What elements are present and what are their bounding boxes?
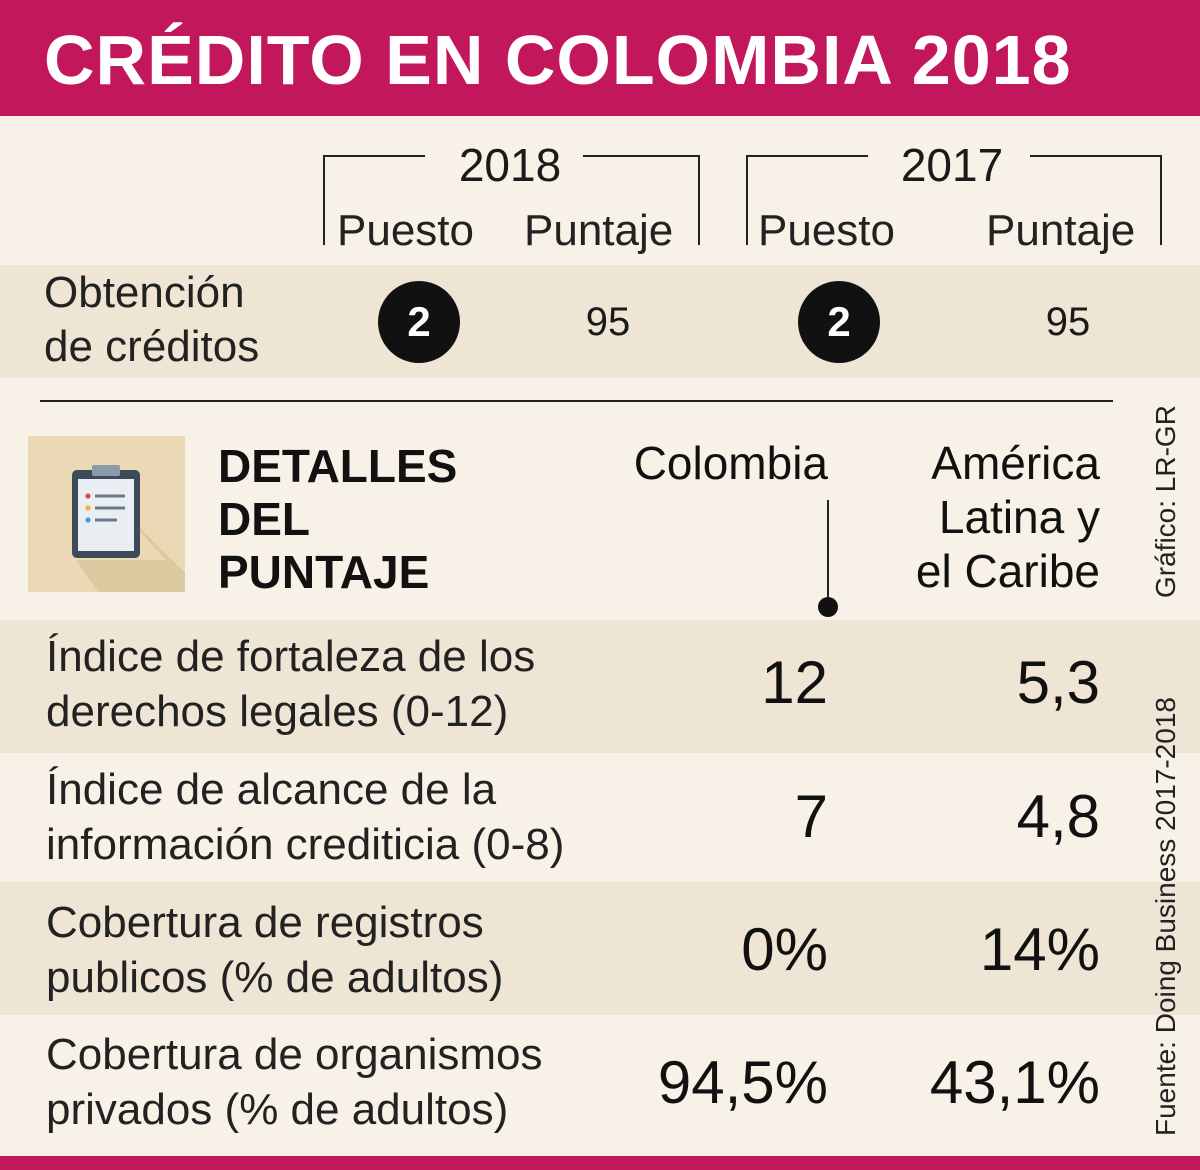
header-2018-puesto: Puesto bbox=[337, 206, 474, 255]
ranking-row-label-2: de créditos bbox=[44, 322, 260, 371]
details-row-1-region: 5,3 bbox=[1016, 649, 1100, 716]
details-row-2-region: 4,8 bbox=[1016, 783, 1100, 850]
bracket-2018 bbox=[323, 155, 700, 245]
column-header-colombia: Colombia bbox=[633, 437, 828, 489]
column-header-region-1: América bbox=[931, 437, 1100, 489]
rank-2017-badge: 2 bbox=[798, 281, 880, 363]
bottom-bar bbox=[0, 1156, 1200, 1170]
source-credit: Fuente: Doing Business 2017-2018 bbox=[1150, 697, 1181, 1136]
details-row-3-label-1: Cobertura de registros bbox=[46, 898, 484, 947]
details-title: DETALLES DEL PUNTAJE bbox=[218, 440, 457, 599]
ranking-row-label-1: Obtención bbox=[44, 268, 245, 317]
section-divider bbox=[40, 400, 1113, 402]
details-row-4-label-1: Cobertura de organismos bbox=[46, 1030, 543, 1079]
graphic-credit: Gráfico: LR-GR bbox=[1150, 405, 1181, 598]
details-row-3-region: 14% bbox=[979, 916, 1100, 983]
clipboard-icon bbox=[28, 436, 185, 592]
details-row-4-colombia: 94,5% bbox=[657, 1049, 828, 1116]
details-row-2-colombia: 7 bbox=[794, 783, 828, 850]
ranking-row-band bbox=[0, 265, 1200, 378]
column-header-region-2: Latina y bbox=[938, 491, 1100, 543]
details-title-line-2: DEL bbox=[218, 493, 310, 545]
details-row-1-label-2: derechos legales (0-12) bbox=[46, 687, 509, 736]
score-2018: 95 bbox=[585, 300, 631, 344]
year-2017: 2017 bbox=[900, 139, 1004, 191]
year-2018: 2018 bbox=[458, 139, 562, 191]
details-title-line-1: DETALLES bbox=[218, 440, 458, 492]
details-row-1-label-1: Índice de fortaleza de los bbox=[46, 632, 536, 681]
title-bar: CRÉDITO EN COLOMBIA 2018 bbox=[0, 0, 1200, 116]
details-row-4-region: 43,1% bbox=[929, 1049, 1100, 1116]
details-row-4-label-2: privados (% de adultos) bbox=[46, 1085, 509, 1134]
rank-2018-badge: 2 bbox=[378, 281, 460, 363]
details-row-2-label-1: Índice de alcance de la bbox=[46, 765, 497, 814]
column-header-region-3: el Caribe bbox=[915, 545, 1100, 597]
details-title-line-3: PUNTAJE bbox=[218, 546, 430, 598]
page-title: CRÉDITO EN COLOMBIA 2018 bbox=[44, 21, 1072, 99]
details-row-band-3 bbox=[0, 882, 1200, 1015]
details-row-2-label-2: información crediticia (0-8) bbox=[46, 820, 565, 869]
details-row-3-colombia: 0% bbox=[741, 916, 828, 983]
colombia-pointer-line bbox=[827, 500, 829, 600]
details-row-1-colombia: 12 bbox=[761, 649, 828, 716]
header-2017-puntaje: Puntaje bbox=[986, 206, 1136, 255]
header-2017-puesto: Puesto bbox=[758, 206, 895, 255]
header-2018-puntaje: Puntaje bbox=[524, 206, 674, 255]
details-row-band-1 bbox=[0, 620, 1200, 753]
score-2017: 95 bbox=[1045, 300, 1091, 344]
bracket-2017 bbox=[746, 155, 1162, 245]
details-row-3-label-2: publicos (% de adultos) bbox=[46, 953, 504, 1002]
colombia-pointer-dot bbox=[818, 597, 838, 617]
